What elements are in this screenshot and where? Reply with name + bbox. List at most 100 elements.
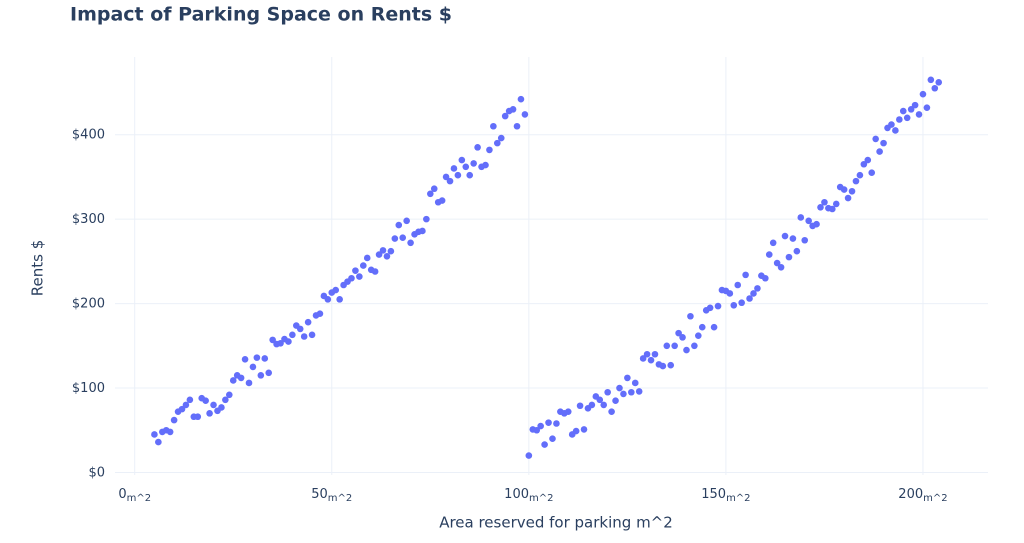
- x-tick-suffix: m^2: [328, 493, 352, 504]
- y-tick-prefix: $: [72, 381, 80, 396]
- scatter-point: [332, 286, 340, 294]
- scatter-point: [375, 251, 383, 258]
- scatter-point: [391, 235, 399, 242]
- scatter-point: [785, 253, 793, 261]
- scatter-point: [486, 146, 493, 154]
- x-tick-number: 100: [504, 487, 529, 502]
- scatter-point: [545, 419, 552, 426]
- scatter-point: [746, 295, 753, 302]
- scatter-point: [801, 236, 809, 244]
- scatter-point: [738, 299, 745, 307]
- x-tick-suffix: m^2: [127, 493, 151, 504]
- scatter-point: [383, 252, 391, 260]
- scatter-point: [525, 452, 533, 459]
- scatter-point: [210, 401, 217, 409]
- scatter-point: [769, 239, 777, 247]
- scatter-point: [639, 355, 647, 362]
- x-axis-title: Area reserved for parking m^2: [439, 514, 673, 532]
- scatter-point: [773, 259, 781, 267]
- scatter-point: [651, 350, 659, 358]
- y-tick-prefix: $: [72, 127, 80, 142]
- scatter-point: [348, 274, 355, 282]
- scatter-point: [671, 342, 678, 350]
- scatter-point: [490, 122, 497, 130]
- scatter-point: [371, 268, 379, 275]
- scatter-point: [899, 107, 907, 115]
- scatter-point: [667, 361, 675, 369]
- scatter-point: [754, 285, 761, 292]
- scatter-point: [888, 121, 895, 128]
- x-tick-label: 0m^2: [118, 487, 151, 505]
- scatter-point: [596, 396, 604, 404]
- y-tick-number: 400: [80, 127, 105, 142]
- scatter-point: [541, 441, 548, 448]
- chart-title: Impact of Parking Space on Rents $: [70, 4, 452, 26]
- scatter-point: [553, 420, 560, 427]
- scatter-point: [852, 177, 860, 185]
- scatter-point: [892, 127, 899, 134]
- y-axis-title: Rents $: [29, 240, 47, 297]
- scatter-point: [427, 190, 434, 198]
- scatter-point: [781, 232, 789, 240]
- scatter-point: [450, 165, 458, 172]
- scatter-point: [588, 401, 596, 409]
- scatter-point: [442, 173, 450, 181]
- scatter-point: [580, 426, 588, 433]
- scatter-point: [245, 379, 253, 387]
- scatter-point: [474, 144, 481, 151]
- scatter-point: [356, 273, 363, 280]
- scatter-point: [620, 390, 627, 398]
- scatter-point: [521, 111, 529, 118]
- scatter-point: [604, 388, 611, 396]
- scatter-point: [616, 384, 623, 392]
- scatter-point: [896, 116, 903, 123]
- y-tick-prefix: $: [88, 465, 96, 480]
- scatter-point: [935, 79, 943, 86]
- scatter-point: [501, 112, 509, 120]
- scatter-point: [564, 408, 572, 415]
- scatter-point: [635, 388, 643, 395]
- scatter-point: [363, 254, 371, 262]
- scatter-point: [423, 215, 430, 223]
- y-tick-prefix: $: [72, 296, 80, 311]
- scatter-point: [513, 122, 521, 130]
- y-tick-label: $200: [72, 296, 105, 311]
- scatter-point: [868, 169, 876, 176]
- scatter-point: [218, 404, 225, 411]
- scatter-point: [643, 350, 651, 358]
- scatter-point: [675, 329, 682, 337]
- scatter-point: [714, 302, 722, 310]
- scatter-point: [222, 396, 229, 404]
- scatter-point: [399, 234, 407, 242]
- scatter-point: [907, 106, 915, 113]
- scatter-point: [765, 251, 773, 258]
- scatter-point: [860, 160, 868, 168]
- scatter-point: [710, 323, 718, 331]
- scatter-point: [777, 263, 785, 271]
- scatter-point: [691, 342, 698, 350]
- scatter-point: [876, 148, 883, 155]
- scatter-point: [734, 281, 742, 289]
- y-tick-label: $300: [72, 212, 105, 227]
- scatter-point: [446, 177, 454, 185]
- scatter-point: [194, 413, 202, 421]
- scatter-point: [631, 379, 639, 387]
- x-tick-number: 150: [701, 487, 726, 502]
- x-tick-label: 50m^2: [311, 487, 352, 505]
- scatter-point: [300, 333, 308, 340]
- scatter-point: [261, 355, 269, 362]
- scatter-point: [186, 396, 194, 404]
- scatter-point: [253, 354, 261, 361]
- scatter-point: [805, 217, 812, 225]
- scatter-point: [517, 95, 525, 103]
- scatter-point: [454, 171, 462, 179]
- scatter-point: [915, 111, 923, 118]
- scatter-point: [229, 377, 237, 384]
- scatter-point: [880, 139, 887, 147]
- scatter-point: [687, 312, 694, 320]
- scatter-point: [324, 296, 332, 303]
- scatter-point: [166, 428, 174, 436]
- y-tick-number: 0: [97, 465, 105, 480]
- scatter-point: [277, 339, 284, 347]
